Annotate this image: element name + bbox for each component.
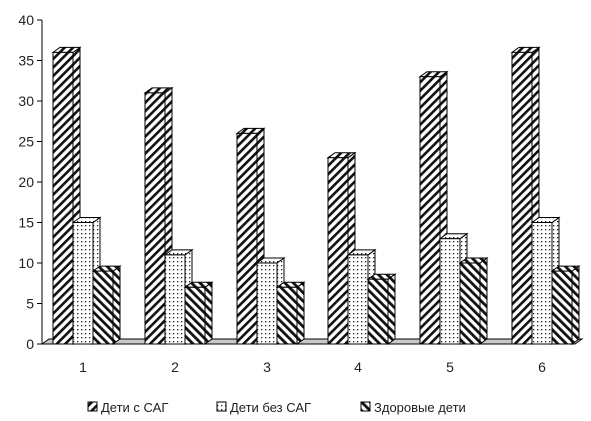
legend-swatch <box>216 401 227 412</box>
bars <box>51 46 581 345</box>
bar-front <box>531 222 553 345</box>
bar-side <box>571 265 580 345</box>
bar <box>458 257 489 345</box>
x-tick-label: 2 <box>171 359 179 375</box>
bar-side <box>112 265 121 345</box>
bar-front <box>439 238 461 345</box>
y-tick-label: 0 <box>26 336 34 352</box>
y-tick-label: 20 <box>18 174 34 190</box>
tick-labels: 0 5 10 15 20 25 30 35 40 1 2 3 4 5 6 <box>18 12 546 375</box>
bar-front <box>347 254 369 345</box>
x-tick-label: 4 <box>354 359 362 375</box>
bar-side <box>204 281 213 345</box>
bar-front <box>52 51 74 345</box>
y-tick-label: 5 <box>26 296 34 312</box>
legend-item: Здоровые дети <box>360 400 466 415</box>
y-tick-label: 40 <box>18 12 34 28</box>
x-tick-label: 5 <box>446 359 454 375</box>
y-tick-label: 30 <box>18 93 34 109</box>
bar <box>346 248 377 345</box>
bar <box>91 265 122 345</box>
bar <box>71 216 102 345</box>
bar <box>183 281 214 345</box>
bar-front <box>419 76 441 345</box>
bar-front <box>164 254 186 345</box>
bar <box>550 265 581 345</box>
bar-front <box>92 270 114 345</box>
chart-floor <box>40 338 584 345</box>
bar-front <box>367 278 389 345</box>
bar-side <box>296 281 305 345</box>
bar <box>366 273 397 345</box>
bar <box>275 281 306 345</box>
legend-label: Дети без САГ <box>230 400 311 415</box>
x-tick-label: 3 <box>263 359 271 375</box>
floor-plane <box>40 338 584 345</box>
bar <box>235 127 266 345</box>
bar-front <box>511 51 533 345</box>
legend-swatch <box>87 401 98 412</box>
bar-front <box>236 132 258 345</box>
x-tick-label: 1 <box>79 359 87 375</box>
y-tick-label: 35 <box>18 53 34 69</box>
legend-item: Дети с САГ <box>87 400 168 415</box>
bar-front <box>459 262 481 345</box>
bar-side <box>479 257 488 345</box>
bar-front <box>551 270 573 345</box>
bar-front <box>72 222 94 345</box>
bar-front <box>276 286 298 345</box>
y-tick-label: 15 <box>18 215 34 231</box>
x-tick-label: 6 <box>538 359 546 375</box>
bar-front <box>144 92 166 345</box>
axes <box>37 19 43 345</box>
legend-label: Здоровые дети <box>374 400 466 415</box>
y-tick-label: 25 <box>18 134 34 150</box>
y-tick-label: 10 <box>18 255 34 271</box>
bar-front <box>184 286 206 345</box>
bar-front <box>256 262 278 345</box>
bar-side <box>387 273 396 345</box>
legend-label: Дети с САГ <box>101 400 168 415</box>
bar-front <box>327 157 349 345</box>
legend-swatch <box>360 401 371 412</box>
legend-item: Дети без САГ <box>216 400 311 415</box>
legend: Дети с САГ Дети без САГ Здоровые дети <box>87 400 466 415</box>
